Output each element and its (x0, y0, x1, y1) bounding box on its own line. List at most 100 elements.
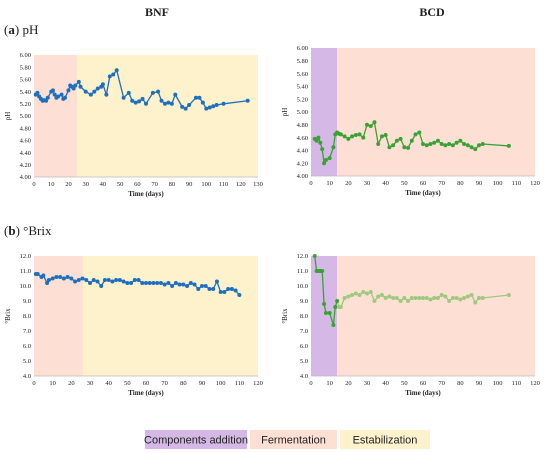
x-tick-label: 20 (345, 180, 352, 187)
data-point (469, 293, 474, 297)
data-point (409, 296, 414, 300)
y-axis-title: °Brix (281, 308, 289, 324)
data-point (111, 72, 116, 77)
data-point (424, 143, 429, 148)
data-point (447, 299, 452, 303)
data-point (350, 293, 355, 297)
data-point (91, 278, 96, 282)
y-tick-label: 4.0 (300, 373, 308, 380)
data-point (428, 142, 433, 146)
data-point (365, 122, 369, 127)
data-point (314, 138, 319, 143)
y-tick-label: 6.0 (23, 343, 31, 350)
data-point (421, 142, 425, 146)
data-point (52, 92, 57, 97)
x-tick-label: 40 (382, 180, 389, 187)
chart-brix-bcd: 4.0 5.0 6.0 7.0 8.0 9.0 10.0 11.0 12.0 0 10 20 30 40 5… (281, 253, 540, 397)
column-header-bnf: BNF (145, 5, 169, 19)
data-point (417, 130, 422, 135)
data-point (218, 290, 223, 294)
data-point (35, 90, 40, 95)
data-point (114, 278, 119, 282)
data-point (144, 281, 148, 285)
data-point (100, 82, 105, 87)
x-tick-label: 60 (134, 181, 141, 188)
data-point (368, 124, 373, 129)
data-point (73, 83, 78, 88)
data-point (435, 296, 440, 300)
data-point (320, 147, 325, 152)
x-tick-label: 20 (65, 181, 72, 188)
data-point (458, 297, 463, 302)
data-point (76, 278, 81, 282)
data-point (61, 276, 66, 281)
x-tick-label: 120 (236, 181, 246, 188)
data-point (45, 281, 50, 285)
data-point (480, 296, 485, 300)
data-point (110, 279, 115, 284)
x-tick-label: 100 (493, 380, 503, 387)
y-tick-label: 4.40 (20, 150, 31, 157)
data-point (333, 305, 338, 309)
data-point (335, 299, 340, 303)
data-point (95, 279, 100, 284)
y-tick-label: 4.60 (297, 135, 308, 142)
data-point (327, 156, 332, 161)
y-tick-label: 6.00 (20, 52, 31, 59)
data-point (462, 296, 467, 300)
data-point (331, 323, 336, 327)
data-point (129, 281, 134, 285)
y-tick-label: 11.0 (297, 268, 308, 275)
data-point (322, 161, 327, 166)
x-tick-label: 120 (530, 380, 540, 387)
data-point (424, 296, 429, 300)
data-point (214, 279, 219, 284)
data-point (92, 89, 97, 94)
data-point (155, 281, 160, 285)
data-point (183, 106, 188, 111)
data-point (133, 100, 138, 105)
data-point (376, 294, 381, 299)
data-point (121, 95, 126, 100)
data-point (443, 143, 448, 148)
x-tick-label: 30 (364, 380, 371, 387)
data-point (450, 296, 455, 300)
panel-a-label: (a) pH (4, 22, 38, 37)
data-point (140, 281, 145, 285)
data-point (144, 101, 148, 106)
data-point (469, 145, 474, 150)
data-point (406, 299, 411, 303)
x-tick-label: 10 (48, 181, 55, 188)
phase-band-fermentation (337, 256, 535, 376)
x-tick-label: 30 (82, 181, 89, 188)
data-point (391, 296, 396, 300)
data-point (140, 96, 145, 101)
data-point (185, 284, 190, 288)
data-point (169, 101, 174, 106)
data-point (245, 98, 250, 103)
data-point (187, 103, 192, 108)
data-point (316, 135, 321, 140)
data-point (107, 74, 112, 79)
y-axis-title: °Brix (4, 308, 12, 324)
x-axis-title: Time (days) (128, 389, 164, 397)
y-axis-title: pH (281, 108, 289, 117)
chart-ph-bcd: 4.00 4.20 4.40 4.60 4.80 5.00 5.20 5.40 5.60 5.80… (281, 45, 540, 197)
data-point (54, 275, 59, 279)
y-tick-label: 4.80 (20, 125, 31, 132)
data-point (58, 275, 63, 279)
y-tick-label: 5.00 (297, 109, 308, 116)
y-tick-label: 4.60 (20, 138, 31, 145)
x-tick-label: 90 (476, 380, 483, 387)
data-point (402, 145, 407, 150)
data-point (327, 311, 332, 315)
x-tick-label: 70 (161, 380, 168, 387)
data-point (193, 95, 198, 100)
data-point (211, 104, 216, 109)
data-point (158, 281, 163, 285)
y-tick-label: 11.0 (20, 268, 31, 275)
data-point (166, 100, 171, 105)
phase-band-estabilization (82, 256, 259, 376)
x-tick-label: 10 (49, 380, 56, 387)
